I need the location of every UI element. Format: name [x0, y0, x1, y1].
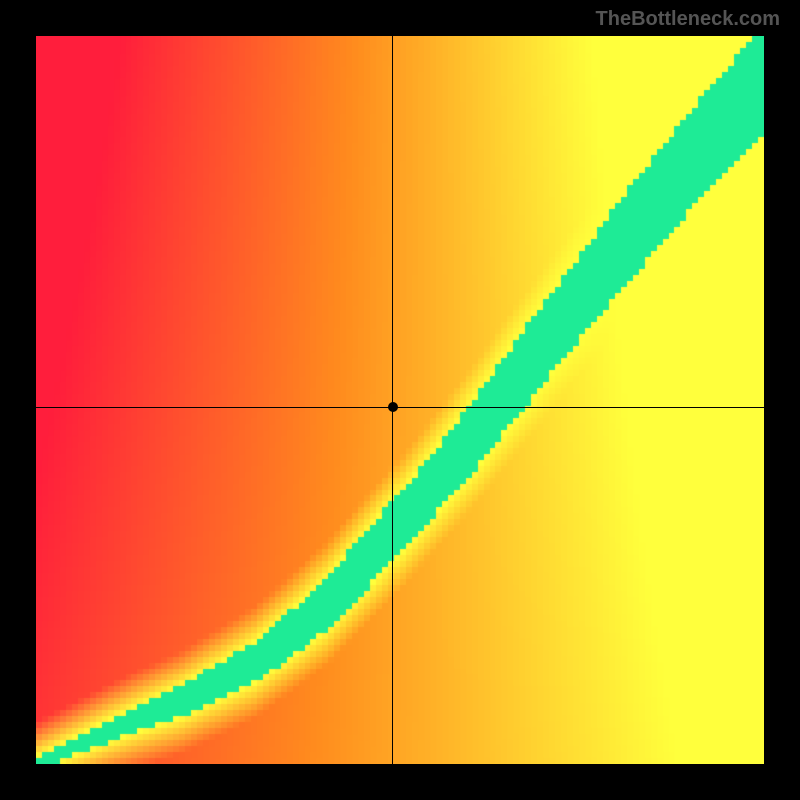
watermark-text: TheBottleneck.com: [596, 8, 780, 31]
plot-area: [36, 36, 764, 764]
chart-container: TheBottleneck.com: [0, 0, 800, 800]
marker-dot: [388, 402, 398, 412]
crosshair-vertical: [392, 36, 394, 764]
crosshair-horizontal: [36, 407, 764, 409]
heatmap-canvas: [36, 36, 764, 764]
